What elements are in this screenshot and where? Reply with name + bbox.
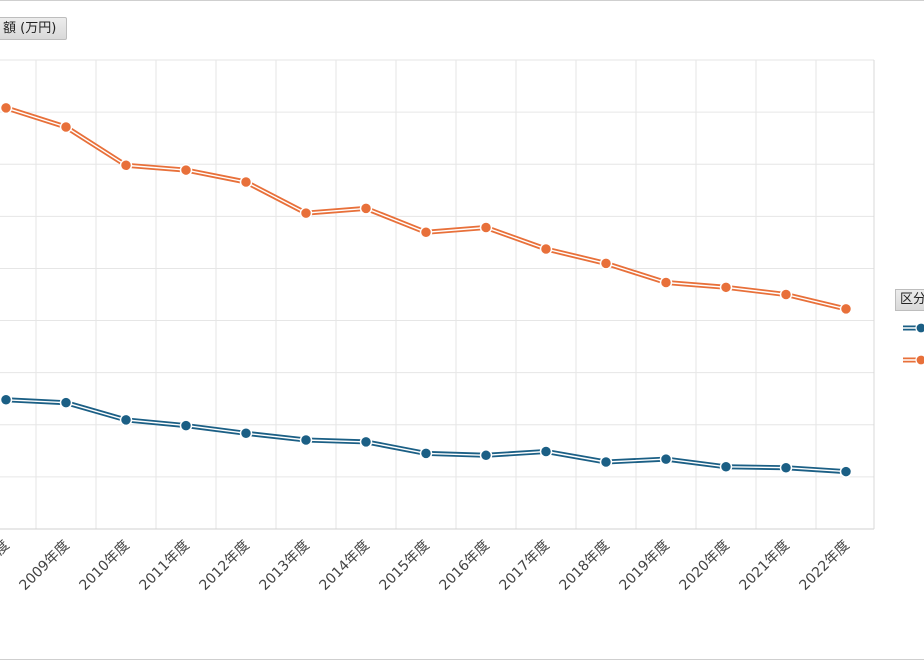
data-point <box>779 288 793 301</box>
x-tick-label: 2008年度 <box>0 538 13 594</box>
x-tick-label: 2020年度 <box>677 538 733 594</box>
data-point <box>479 449 493 462</box>
data-point <box>839 465 853 478</box>
x-tick-label: 2015年度 <box>377 538 433 594</box>
data-point <box>179 163 193 177</box>
x-tick-label: 2012年度 <box>197 538 253 594</box>
data-point <box>179 419 193 432</box>
series-points <box>0 101 853 478</box>
data-point <box>599 257 613 270</box>
data-point <box>119 413 133 427</box>
x-tick-label: 2018年度 <box>557 538 613 594</box>
series-lines <box>5 105 847 475</box>
x-tick-label: 2022年度 <box>797 538 853 594</box>
x-tick-label: 2014年度 <box>317 538 373 594</box>
data-point <box>779 461 793 474</box>
data-point <box>59 120 73 134</box>
series-line-outer-1 <box>5 397 847 475</box>
data-point <box>539 445 553 458</box>
x-tick-label: 2016年度 <box>437 538 493 594</box>
series-line-inner-1 <box>5 399 847 473</box>
series-line-inner-0 <box>5 107 847 310</box>
x-tick-label: 2013年度 <box>257 538 313 594</box>
data-point <box>659 452 673 466</box>
data-point <box>479 221 493 234</box>
data-point <box>539 242 553 256</box>
data-point <box>299 206 313 220</box>
data-point <box>599 455 613 469</box>
data-point <box>0 393 13 407</box>
data-point <box>719 281 733 294</box>
data-point <box>119 159 133 172</box>
data-point <box>239 427 253 440</box>
data-point <box>839 302 853 316</box>
grid <box>0 59 875 530</box>
x-tick-label: 2011年度 <box>137 538 193 594</box>
legend-title: 区分 <box>895 289 924 311</box>
data-point <box>59 396 73 409</box>
x-tick-label: 2009年度 <box>17 538 73 594</box>
data-point <box>659 276 673 289</box>
x-tick-label: 2017年度 <box>497 538 553 594</box>
legend-marker <box>915 322 924 334</box>
legend-marker <box>915 354 924 366</box>
x-tick-label: 2019年度 <box>617 538 673 594</box>
data-point <box>0 101 13 115</box>
data-point <box>239 175 253 189</box>
chart-title: 額 (万円) <box>0 17 68 40</box>
data-point <box>719 460 733 474</box>
data-point <box>419 226 433 239</box>
series-line-outer-0 <box>5 105 847 312</box>
legend-swatches <box>903 322 924 366</box>
x-tick-labels: 2008年度 2009年度 2010年度 2011年度 2012年度 2013年度 2014… <box>0 538 853 594</box>
data-point <box>299 433 313 447</box>
data-point <box>359 202 373 215</box>
data-point <box>359 435 373 449</box>
x-tick-label: 2021年度 <box>737 538 793 594</box>
data-point <box>419 447 433 460</box>
x-tick-label: 2010年度 <box>77 538 133 594</box>
